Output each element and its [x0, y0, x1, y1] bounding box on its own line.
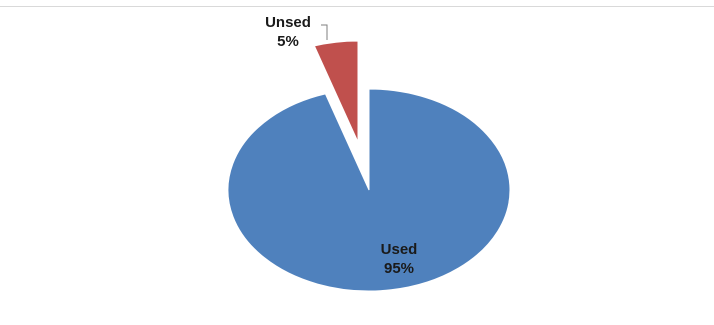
slice-label-used-name: Used: [381, 241, 418, 258]
slice-label-unused-name: Unsed: [265, 14, 311, 31]
leader-line: [321, 24, 328, 40]
pie-slice-used: [227, 88, 511, 292]
pie-slice-unused: [313, 40, 359, 143]
slice-label-unused-value: 5%: [277, 33, 299, 50]
slice-label-used-value: 95%: [384, 260, 414, 277]
